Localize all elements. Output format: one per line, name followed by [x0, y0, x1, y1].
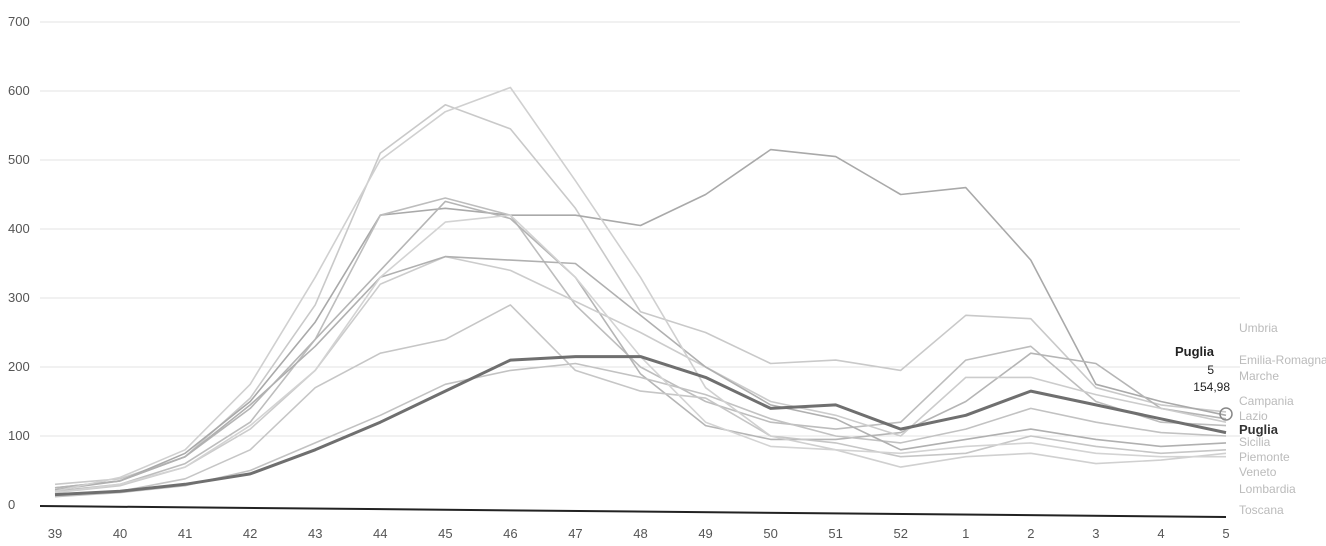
y-tick-label: 400	[8, 221, 30, 236]
tooltip-title: Puglia	[1175, 344, 1215, 359]
x-tick-label: 41	[178, 526, 192, 541]
x-tick-label: 5	[1222, 526, 1229, 541]
y-tick-label: 0	[8, 497, 15, 512]
series-line-campania[interactable]	[54, 200, 1227, 489]
grid-lines	[40, 21, 1240, 437]
series-label-puglia: Puglia	[1239, 422, 1279, 437]
x-tick-label: 51	[828, 526, 842, 541]
y-tick-label: 200	[8, 359, 30, 374]
series-label-campania: Campania	[1239, 394, 1294, 408]
series-lines	[54, 86, 1227, 498]
series-line-emilia-romagna[interactable]	[54, 148, 1227, 489]
series-line-puglia[interactable]	[54, 355, 1227, 497]
series-label-emilia-romagna: Emilia-Romagna	[1239, 353, 1326, 367]
series-label-piemonte: Piemonte	[1239, 450, 1290, 464]
y-axis: 0 100 200 300 400 500 600 700	[8, 14, 30, 512]
y-tick-label: 600	[8, 83, 30, 98]
tooltip: Puglia 5 154,98	[1175, 344, 1233, 421]
series-label-marche: Marche	[1239, 369, 1279, 383]
series-line-lazio[interactable]	[54, 255, 1227, 494]
y-tick-label: 700	[8, 14, 30, 29]
series-line-umbria[interactable]	[54, 104, 1227, 486]
y-tick-label: 300	[8, 290, 30, 305]
series-label-sicilia: Sicilia	[1239, 435, 1271, 449]
series-line-veneto[interactable]	[54, 304, 1227, 497]
x-tick-label: 50	[763, 526, 777, 541]
series-labels: UmbriaEmilia-RomagnaMarcheCampaniaLazioP…	[1239, 321, 1326, 517]
hover-marker[interactable]	[1219, 407, 1233, 421]
x-tick-label: 1	[962, 526, 969, 541]
x-tick-label: 47	[568, 526, 582, 541]
x-tick-label: 49	[698, 526, 712, 541]
series-label-umbria: Umbria	[1239, 321, 1278, 335]
x-axis-line	[39, 505, 1227, 518]
x-tick-label: 43	[308, 526, 322, 541]
x-tick-label: 46	[503, 526, 517, 541]
x-tick-label: 4	[1157, 526, 1164, 541]
series-label-lombardia: Lombardia	[1239, 482, 1296, 496]
series-label-veneto: Veneto	[1239, 465, 1277, 479]
series-line-marche[interactable]	[54, 197, 1227, 492]
series-line-toscana[interactable]	[54, 214, 1226, 494]
x-tick-label: 40	[113, 526, 127, 541]
x-tick-label: 44	[373, 526, 387, 541]
series-line-lombardia[interactable]	[54, 86, 1227, 492]
y-tick-label: 100	[8, 428, 30, 443]
tooltip-week: 5	[1207, 363, 1214, 377]
x-tick-label: 3	[1092, 526, 1099, 541]
x-tick-label: 48	[633, 526, 647, 541]
y-tick-label: 500	[8, 152, 30, 167]
x-tick-label: 42	[243, 526, 257, 541]
series-label-toscana: Toscana	[1239, 503, 1284, 517]
x-tick-label: 39	[48, 526, 62, 541]
series-line-piemonte[interactable]	[54, 255, 1227, 491]
tooltip-value: 154,98	[1193, 380, 1230, 394]
x-tick-label: 2	[1027, 526, 1034, 541]
series-label-lazio: Lazio	[1239, 409, 1268, 423]
x-axis: 39 40 41 42 43 44 45 46 47 48 49 50 51 52 1 2 3 4 5	[39, 505, 1230, 541]
x-tick-label: 45	[438, 526, 452, 541]
series-line-sicilia[interactable]	[54, 362, 1227, 498]
x-tick-label: 52	[893, 526, 907, 541]
